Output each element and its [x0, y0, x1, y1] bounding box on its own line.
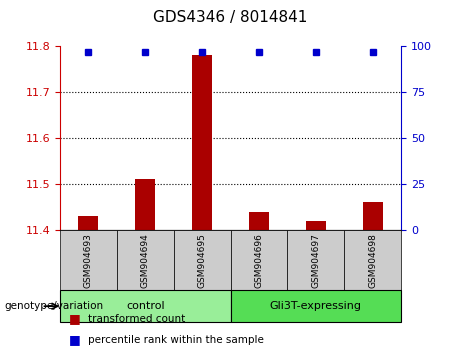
Text: ■: ■ [69, 312, 81, 325]
Bar [135, 179, 155, 230]
Text: transformed count: transformed count [88, 314, 185, 324]
Text: ■: ■ [69, 333, 81, 346]
Text: GSM904694: GSM904694 [141, 233, 150, 287]
Text: GSM904693: GSM904693 [84, 233, 93, 288]
Text: GSM904698: GSM904698 [368, 233, 377, 288]
Bar [363, 202, 383, 230]
Bar [249, 212, 269, 230]
Text: GSM904695: GSM904695 [198, 233, 207, 288]
Text: GDS4346 / 8014841: GDS4346 / 8014841 [154, 10, 307, 25]
Bar [192, 55, 212, 230]
Bar [78, 216, 98, 230]
Text: GSM904696: GSM904696 [254, 233, 263, 288]
Bar [306, 221, 326, 230]
Text: percentile rank within the sample: percentile rank within the sample [88, 335, 264, 345]
Text: GSM904697: GSM904697 [311, 233, 320, 288]
Text: genotype/variation: genotype/variation [5, 301, 104, 311]
Text: control: control [126, 301, 165, 311]
Text: Gli3T-expressing: Gli3T-expressing [270, 301, 362, 311]
